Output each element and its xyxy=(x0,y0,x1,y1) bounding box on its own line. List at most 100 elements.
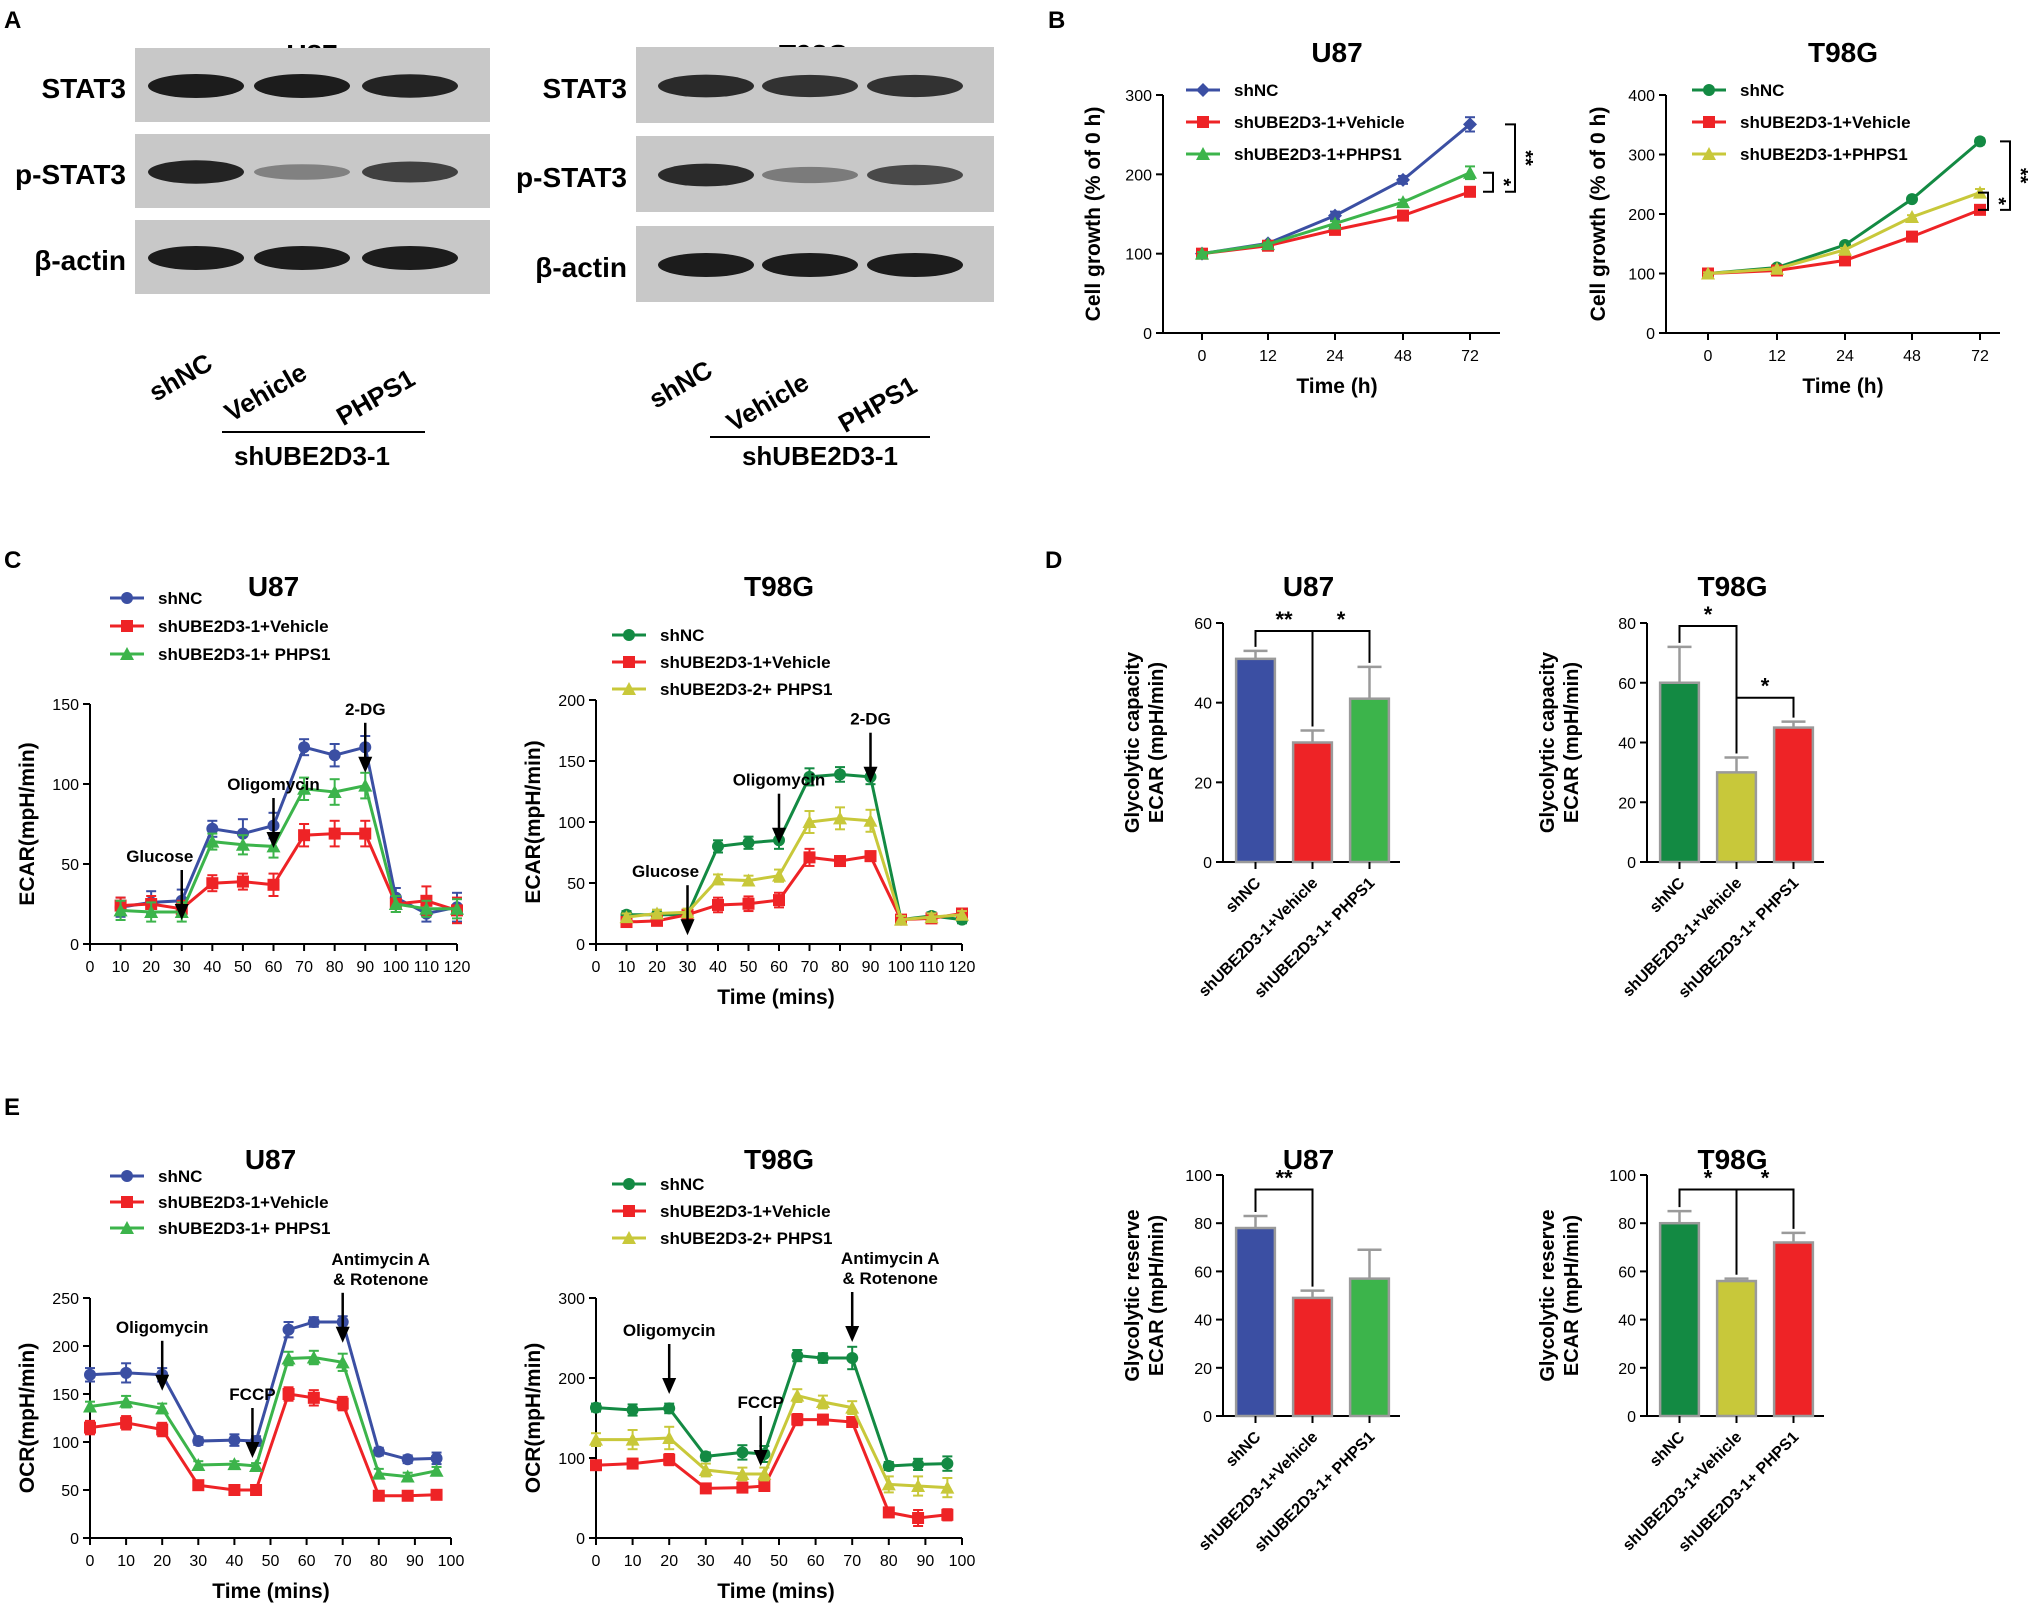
data-point xyxy=(912,1512,925,1524)
y-tick-label: 0 xyxy=(1203,855,1212,872)
y-tick-label: 0 xyxy=(576,1531,585,1548)
data-point xyxy=(1261,237,1275,251)
series-line xyxy=(120,783,457,914)
x-tick-label: 110 xyxy=(414,959,440,976)
y-tick-label: 300 xyxy=(1125,88,1152,105)
y-tick-label: 40 xyxy=(1194,696,1212,713)
data-point xyxy=(833,811,847,825)
y-tick-label: 150 xyxy=(558,754,585,771)
bar xyxy=(1715,771,1758,864)
annotation-label: Antimycin A & Rotenone xyxy=(331,1250,430,1289)
legend-label: shNC xyxy=(1234,81,1278,100)
legend-marker xyxy=(623,1178,635,1190)
significance-bracket: * xyxy=(1311,607,1371,727)
chart-d-t98g-capacity: T98G 0 20 40 60 80 Glycolytic capacity ECAR (mp… xyxy=(1537,571,1824,1002)
x-tick-label: 100 xyxy=(382,959,409,976)
significance-bracket: ** xyxy=(2000,140,2031,211)
x-tick-label: 20 xyxy=(153,1553,171,1570)
x-tick-label: 30 xyxy=(697,1553,715,1570)
y-tick-label: 150 xyxy=(52,1387,79,1404)
x-tick-label: 50 xyxy=(770,1553,788,1570)
legend-marker xyxy=(623,656,635,668)
annotation-arrow-head xyxy=(753,1450,768,1466)
series-line xyxy=(596,1393,948,1490)
y-tick-label: 200 xyxy=(558,693,585,710)
x-tick-label: 12 xyxy=(1259,348,1277,365)
x-axis-label: Time (h) xyxy=(1802,375,1883,398)
data-point xyxy=(281,1351,296,1365)
blot-band xyxy=(867,74,963,98)
data-point xyxy=(282,1323,295,1336)
annotation-arrow-head xyxy=(155,1374,170,1391)
data-point xyxy=(306,1350,321,1364)
x-tick-label: 48 xyxy=(1903,348,1921,365)
bar xyxy=(1348,697,1391,864)
annotation-arrow-head xyxy=(245,1442,260,1458)
legend-marker xyxy=(121,592,133,604)
data-point xyxy=(712,840,724,853)
annotation-1: FCCP xyxy=(229,1385,276,1458)
bar xyxy=(1658,681,1701,864)
bar xyxy=(1715,1279,1758,1418)
blot-band xyxy=(362,74,458,98)
annotation-2: Antimycin A & Rotenone xyxy=(841,1249,939,1342)
y-tick-label: 80 xyxy=(1618,616,1636,633)
chart-title: U87 xyxy=(245,1144,296,1175)
bracket-line xyxy=(1678,624,1738,754)
data-point xyxy=(742,836,755,849)
x-tick-label: 20 xyxy=(660,1553,678,1570)
data-point xyxy=(205,834,220,848)
data-point xyxy=(401,1489,414,1502)
x-tick-label: 80 xyxy=(370,1553,388,1570)
blot-row-label: β-actin xyxy=(34,245,126,276)
data-point xyxy=(619,910,634,924)
y-tick-label: 0 xyxy=(1646,326,1655,343)
legend-label: shUBE2D3-1+Vehicle xyxy=(158,1193,329,1212)
y-tick-label: 100 xyxy=(52,777,79,794)
x-category-label: shUBE2D3-1+ PHPS1 xyxy=(1676,875,1803,1002)
x-axis-label: Time (mins) xyxy=(717,1580,834,1603)
significance-label: ** xyxy=(1514,150,1536,166)
x-tick-label: 72 xyxy=(1461,348,1479,365)
y-tick-label: 400 xyxy=(1628,88,1655,105)
annotation-arrow-head xyxy=(358,756,373,773)
data-point xyxy=(249,1459,264,1472)
y-tick-label: 0 xyxy=(1627,1409,1636,1426)
x-tick-label: 60 xyxy=(770,959,788,976)
x-tick-label: 0 xyxy=(1198,348,1207,365)
data-point xyxy=(1463,165,1477,179)
x-tick-label: 10 xyxy=(624,1553,642,1570)
annotation-label: Oligomycin xyxy=(116,1318,209,1337)
series-2 xyxy=(83,1349,444,1483)
x-category-label: shUBE2D3-1+ PHPS1 xyxy=(1252,1429,1379,1556)
blot-band xyxy=(254,164,350,180)
significance-label: * xyxy=(1987,197,2009,205)
y-tick-label: 0 xyxy=(1143,326,1152,343)
y-axis-label: OCR(mpH/min) xyxy=(16,1343,39,1494)
bar xyxy=(1772,1241,1815,1418)
x-tick-label: 110 xyxy=(919,959,945,976)
chart-title: U87 xyxy=(1283,571,1334,602)
data-point xyxy=(816,1413,829,1426)
x-tick-label: 100 xyxy=(438,1553,465,1570)
x-tick-label: 72 xyxy=(1971,348,1989,365)
data-point xyxy=(882,1506,895,1519)
y-tick-label: 100 xyxy=(558,815,585,832)
data-point xyxy=(1328,216,1342,230)
legend-marker xyxy=(623,1205,635,1217)
y-axis-label: Glycolytic reserve ECAR (mpH/min) xyxy=(1122,1209,1168,1381)
data-point xyxy=(328,827,341,840)
y-tick-label: 150 xyxy=(52,697,79,714)
data-point xyxy=(742,897,755,910)
data-point xyxy=(267,878,280,891)
blot-lane-label: shNC xyxy=(644,354,718,414)
blot-band xyxy=(362,161,458,183)
y-axis-label: OCR(mpH/min) xyxy=(522,1343,545,1494)
data-point xyxy=(626,1404,639,1416)
y-tick-label: 60 xyxy=(1194,616,1212,633)
data-point xyxy=(371,1466,386,1480)
legend-marker xyxy=(121,620,133,632)
y-axis-label: ECAR(mpH/min) xyxy=(522,740,545,903)
bracket-line xyxy=(1978,191,1989,211)
data-point xyxy=(84,1368,96,1381)
